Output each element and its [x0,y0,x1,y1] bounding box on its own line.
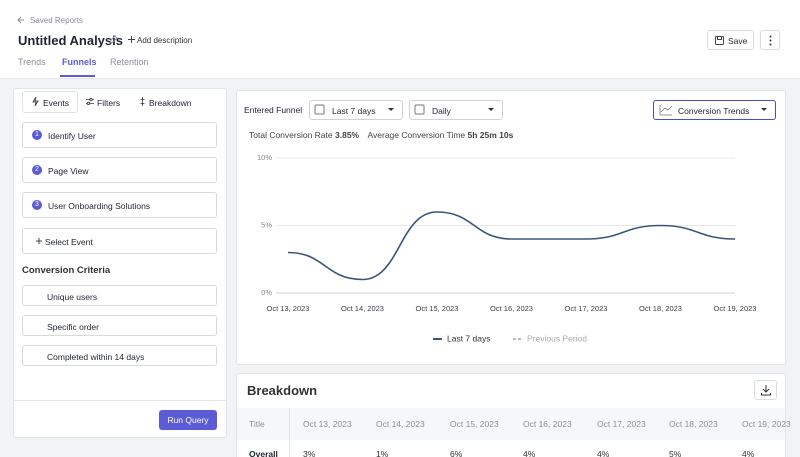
sidebar-tab[interactable]: Filters [97,98,121,108]
tab[interactable]: Retention [110,57,149,67]
step-label: User Onboarding Solutions [48,201,151,211]
save-icon [715,36,724,45]
x-tick-label: Oct 18, 2023 [639,304,682,313]
table-header-bg [237,408,785,440]
table-cell: Oct 13, 2023 [303,419,352,429]
column-divider [289,408,290,457]
table-cell: 5% [669,449,682,457]
table-cell: 6% [450,449,463,457]
events-icon [32,97,39,106]
table-cell: Oct 15, 2023 [450,419,499,429]
funnel-step[interactable]: 1 Identify User [22,122,217,148]
view-value: Conversion Trends [678,106,750,116]
legend-label: Previous Period [527,333,587,343]
breakdown-icon [140,97,145,106]
sidebar-tab[interactable]: Events [43,98,69,108]
plus-icon [128,36,135,43]
select-event-label: Select Event [45,237,93,247]
y-tick-label: 0% [261,288,272,297]
x-tick-label: Oct 15, 2023 [416,304,459,313]
interval-dropdown[interactable]: Daily [409,100,503,120]
table-cell: Oct 14, 2023 [376,419,425,429]
criterion-label: Specific order [47,322,99,332]
series-line [287,211,736,281]
x-tick-label: Oct 17, 2023 [565,304,608,313]
breakdown-title: Breakdown [247,383,318,398]
more-button[interactable] [760,30,780,50]
chart-panel [236,90,786,365]
table-cell: Title [249,419,265,429]
save-label: Save [728,36,748,46]
step-number: 1 [32,130,42,140]
table-cell: 4% [523,449,536,457]
tab[interactable]: Trends [18,57,46,67]
legend-label: Last 7 days [447,333,490,343]
toolbar-icons [314,104,767,116]
view-dropdown[interactable]: Conversion Trends [653,100,776,120]
table-cell: Overall [249,449,278,457]
run-query-button[interactable]: Run Query [159,410,217,430]
edit-icon[interactable] [109,35,118,44]
criterion[interactable]: Unique users [22,285,217,306]
step-number: 2 [32,165,42,175]
funnel-step[interactable]: 3 User Onboarding Solutions [22,192,217,218]
rate-value: 3.85% [335,130,360,140]
download-icon [761,385,771,396]
table-cell: Oct 17, 2023 [597,419,646,429]
table-cell: 1% [376,449,389,457]
step-number: 3 [32,200,42,210]
table-cell: Oct 19, 2023 [742,419,791,429]
table-cell: Oct 16, 2023 [523,419,572,429]
criterion-label: Unique users [47,292,98,302]
criterion[interactable]: Specific order [22,315,217,336]
y-tick-label: 5% [261,220,272,229]
tab-active[interactable]: Funnels [62,57,97,67]
table-cell: Oct 18, 2023 [669,419,718,429]
rate-label: Total Conversion Rate [249,130,333,140]
sidebar-tab[interactable]: Breakdown [149,98,192,108]
x-tick-label: Oct 14, 2023 [341,304,384,313]
toolbar-label: Entered Funnel [244,105,303,115]
download-button[interactable] [754,380,777,400]
funnel-step[interactable]: 2 Page View [22,157,217,183]
step-label: Page View [48,166,89,176]
x-tick-label: Oct 19, 2023 [714,304,757,313]
section-title: Conversion Criteria [22,265,111,276]
tab-active-bg [22,91,78,113]
summary: Total Conversion Rate 3.85% Average Conv… [249,130,513,140]
table-cell: 3% [303,449,316,457]
more-icon [769,35,772,46]
time-value: 5h 25m 10s [467,130,514,140]
analysis-title: Untitled Analysis [18,33,123,48]
plus-icon [36,238,42,244]
criterion-label: Completed within 14 days [47,352,145,362]
back-icon[interactable] [17,16,25,24]
filters-icon [86,98,94,105]
criterion[interactable]: Completed within 14 days [22,345,217,366]
x-tick-label: Oct 13, 2023 [267,304,310,313]
interval-value: Daily [432,106,451,116]
range-value: Last 7 days [332,106,376,116]
table-cell: 4% [597,449,610,457]
x-tick-label: Oct 16, 2023 [490,304,533,313]
back-link[interactable]: Saved Reports [30,16,83,25]
chart: 0% 5% 10% Oct 13, 2023 Oct 14, 2023 Oct 15, 2… [257,153,757,343]
add-description[interactable]: Add description [137,36,193,45]
table-cell: 4% [742,449,755,457]
tab-underline [60,75,95,77]
select-event[interactable]: Select Event [22,228,217,254]
step-label: Identify User [48,131,96,141]
divider [13,400,227,401]
y-tick-label: 10% [257,153,272,162]
save-button[interactable]: Save [707,30,754,50]
time-label: Average Conversion Time [367,130,466,140]
range-dropdown[interactable]: Last 7 days [309,100,403,120]
